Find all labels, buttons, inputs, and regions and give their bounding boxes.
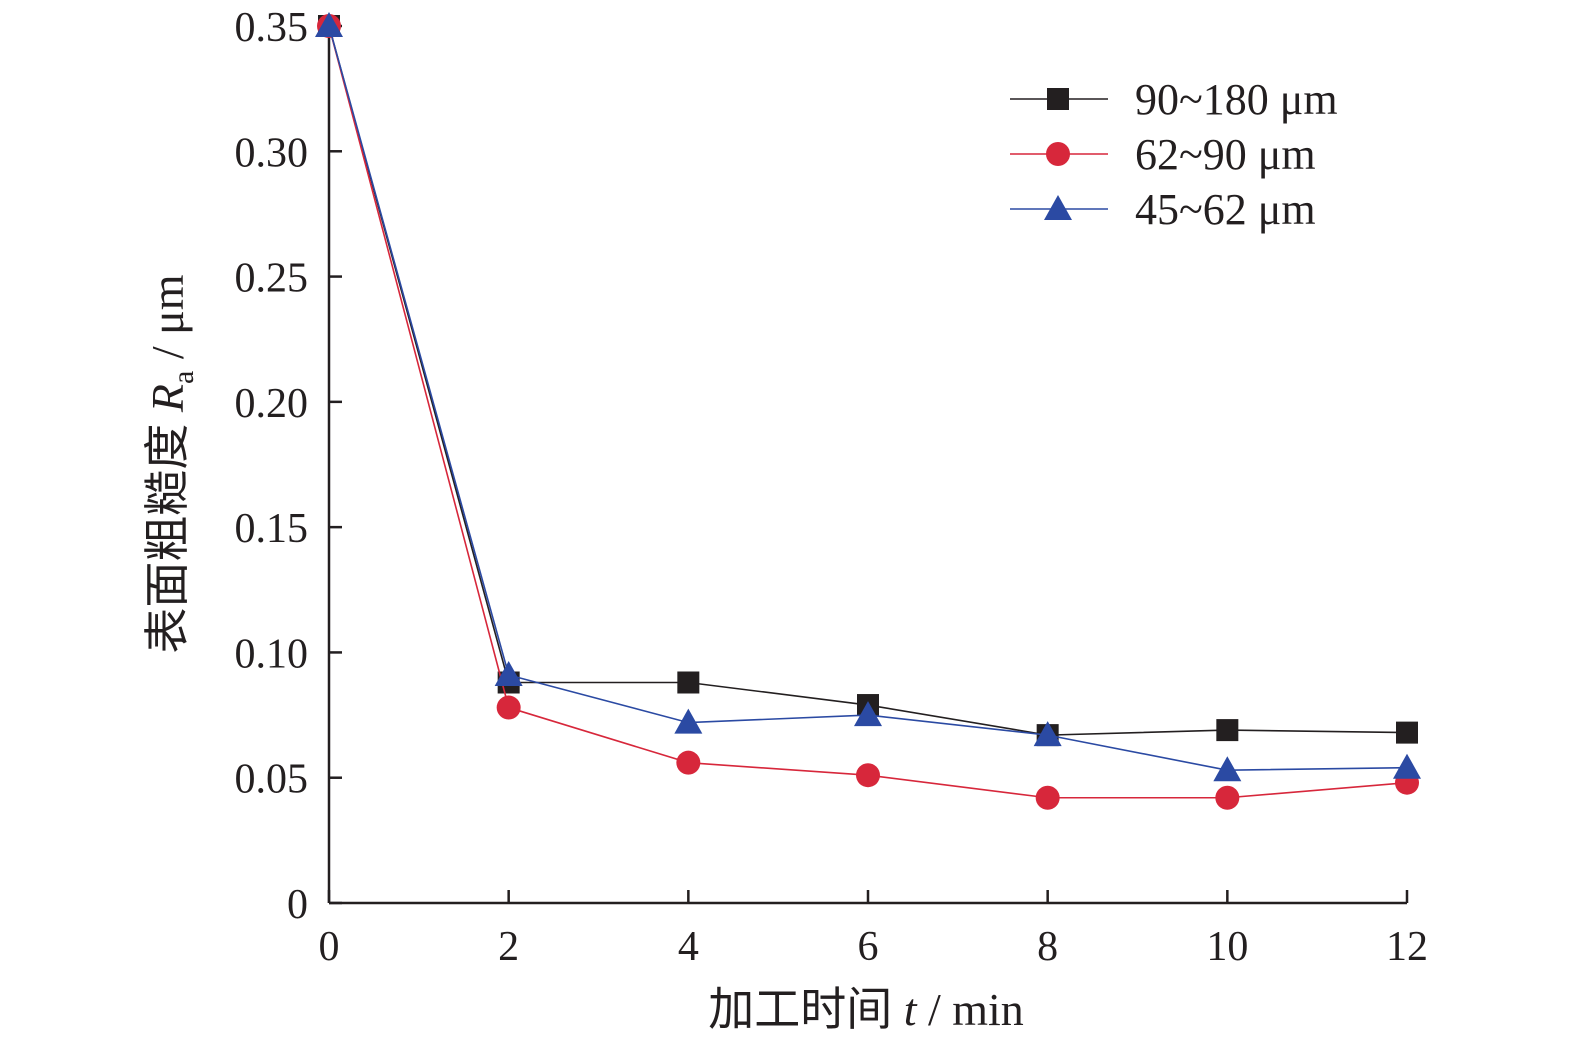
- data-point-square: [1396, 721, 1418, 744]
- series-square: [318, 15, 1418, 747]
- x-ticks: 0 2 4 6 8 10 12: [319, 890, 1428, 970]
- data-point-circle: [496, 695, 521, 720]
- legend-item: 62~90 μm: [1010, 130, 1316, 179]
- legend-marker-triangle: [1044, 195, 1072, 220]
- y-tick-label: 0.20: [235, 381, 309, 427]
- x-tick-label: 10: [1206, 924, 1248, 970]
- data-point-square: [677, 671, 700, 694]
- y-axis-label-prefix: 表面粗糙度: [142, 412, 193, 654]
- x-axis-label-suffix: / min: [916, 984, 1023, 1035]
- legend-marker-square: [1047, 88, 1069, 110]
- data-point-triangle: [1033, 721, 1062, 747]
- x-tick-label: 0: [319, 924, 340, 970]
- x-tick-label: 2: [498, 924, 519, 970]
- series-layer: [315, 12, 1421, 810]
- y-tick-label: 0.15: [235, 506, 309, 552]
- legend-label: 62~90 μm: [1135, 130, 1316, 179]
- data-point-triangle: [315, 12, 343, 37]
- data-point-circle: [1035, 785, 1060, 810]
- y-axis-label-suffix: / μm: [142, 274, 193, 370]
- legend-label: 90~180 μm: [1135, 75, 1338, 124]
- legend-item: 90~180 μm: [1010, 75, 1338, 124]
- data-point-circle: [1215, 785, 1240, 810]
- data-point-square: [1216, 719, 1239, 742]
- legend-marker-circle: [1046, 142, 1070, 166]
- data-point-triangle: [1393, 753, 1421, 779]
- x-axis-label-prefix: 加工时间: [708, 984, 904, 1035]
- y-tick-label: 0.05: [235, 757, 309, 803]
- data-point-triangle: [854, 701, 882, 727]
- x-tick-label: 8: [1037, 924, 1058, 970]
- y-tick-label: 0.25: [235, 256, 309, 302]
- x-axis-label-var: t: [904, 984, 918, 1035]
- x-axis-label: 加工时间 t / min: [708, 984, 1024, 1035]
- series-triangle: [315, 12, 1421, 782]
- y-tick-label: 0: [287, 882, 308, 928]
- series-circle: [317, 14, 1419, 810]
- y-axis-label-var: R: [142, 384, 193, 413]
- data-point-triangle: [674, 708, 703, 734]
- y-tick-label: 0.10: [235, 631, 309, 677]
- x-tick-label: 4: [678, 924, 699, 970]
- legend-item: 45~62 μm: [1010, 185, 1316, 234]
- x-tick-label: 6: [858, 924, 879, 970]
- x-tick-label: 12: [1386, 924, 1428, 970]
- y-tick-label: 0.30: [235, 130, 309, 176]
- y-tick-label: 0.35: [235, 5, 309, 51]
- y-ticks: 0 0.05 0.10 0.15 0.20 0.25 0.30 0.35: [235, 5, 342, 928]
- data-point-triangle: [494, 660, 523, 686]
- data-point-triangle: [1213, 756, 1242, 782]
- y-axis-label: 表面粗糙度 Ra / μm: [142, 274, 200, 653]
- legend-label: 45~62 μm: [1135, 185, 1316, 234]
- data-point-circle: [676, 750, 701, 775]
- legend: 90~180 μm 62~90 μm 45~62 μm: [1010, 75, 1338, 234]
- data-point-circle: [856, 763, 880, 788]
- y-axis-label-sub: a: [167, 371, 200, 384]
